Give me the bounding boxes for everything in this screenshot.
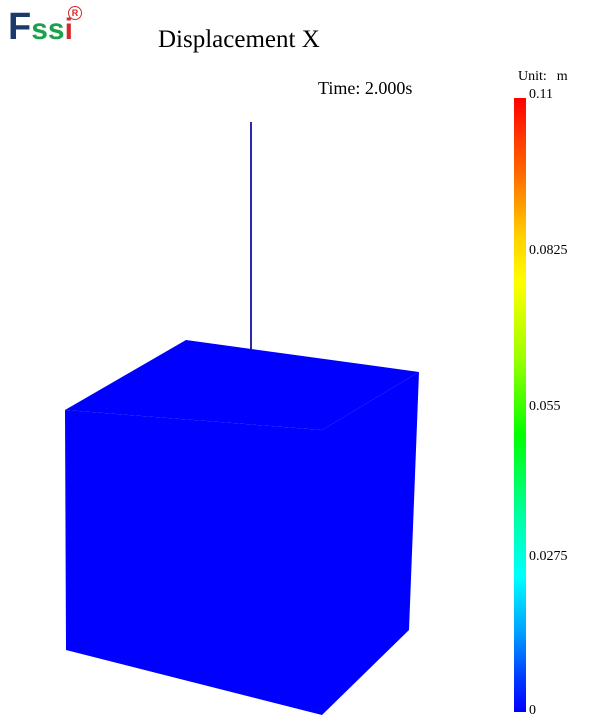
time-label: Time: 2.000s: [318, 78, 413, 98]
logo-wordmark: Fssi: [8, 8, 73, 46]
logo-letter-i: i: [64, 13, 73, 46]
colorbar-tick-min: 0: [529, 703, 536, 718]
unit-caption: Unit:: [518, 69, 547, 84]
cube-left-face: [65, 410, 322, 715]
colorbar-tick: 0.0275: [529, 549, 568, 564]
logo-letter-s: ss: [31, 13, 65, 46]
registered-mark-icon: R: [68, 6, 82, 20]
fssi-logo: Fssi R: [8, 6, 88, 58]
unit-value: m: [556, 69, 568, 84]
cube-top-face: [65, 340, 419, 430]
colorbar-tick-max: 0.11: [529, 87, 553, 102]
cube-right-face: [322, 372, 419, 715]
logo-letter-f: F: [8, 6, 32, 48]
plot-title: Displacement X: [158, 26, 320, 53]
colorbar-tick: 0.0825: [529, 243, 568, 258]
colorbar: [514, 98, 526, 712]
unit-label: Unit: m: [518, 70, 568, 84]
colorbar-tick: 0.055: [529, 399, 561, 414]
